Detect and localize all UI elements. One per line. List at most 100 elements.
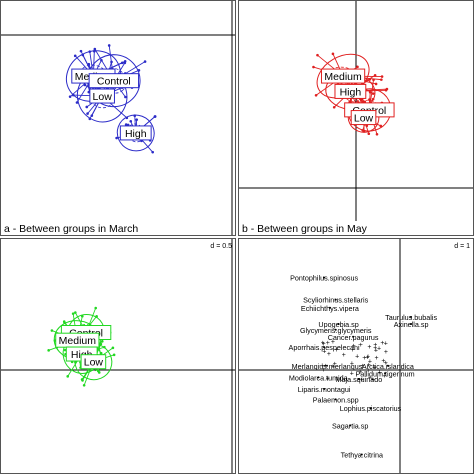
species-point-mark: + (322, 348, 326, 355)
species-label: Lophius.piscatorius (340, 404, 402, 413)
panel-caption: a - Between groups in March (4, 223, 138, 235)
sample-point (124, 123, 128, 126)
sample-point (99, 342, 103, 346)
sample-point (93, 49, 96, 53)
species-point-mark: + (331, 339, 335, 346)
species-point (386, 364, 389, 367)
species-point-mark: + (368, 374, 372, 381)
sample-point (62, 320, 66, 323)
species-label: Upogebia.sp (318, 320, 358, 329)
species-label: Cancer.pagurus (328, 333, 379, 342)
species-point-mark: + (360, 363, 364, 370)
sample-point (74, 311, 77, 314)
sample-point (356, 65, 359, 69)
species-point (360, 453, 363, 456)
sample-point (95, 315, 98, 318)
sample-point (385, 87, 389, 91)
caption-bg (1, 221, 157, 235)
species-point-mark: + (321, 340, 325, 347)
group-label-box (119, 125, 152, 141)
sample-point (94, 306, 98, 310)
sample-point (110, 60, 113, 64)
caption-bg (239, 221, 395, 235)
sample-point (68, 95, 72, 98)
species-point (334, 298, 337, 301)
sample-point (332, 105, 336, 109)
species-point (349, 424, 352, 427)
species-point-mark: + (368, 358, 372, 365)
species-point (328, 306, 331, 309)
species-point-mark: + (365, 354, 369, 361)
panel-caption: b - Between groups in May (242, 223, 368, 235)
panel-d: d = 1 Pontophilus.spinosus Scyliorhinus.st… (238, 238, 474, 474)
species-point-mark: + (380, 340, 384, 347)
species-point-mark: + (352, 343, 356, 350)
species-label: Maja.squinado (336, 375, 383, 384)
species-point-mark: + (355, 353, 359, 360)
species-point-mark: + (320, 363, 324, 370)
panel-frame (0, 238, 236, 474)
sample-point (367, 132, 371, 136)
sample-point (100, 340, 104, 343)
sample-point (83, 83, 87, 87)
sample-point (93, 47, 97, 51)
species-label: Sagartia.sp (332, 422, 368, 431)
species-point (323, 276, 326, 279)
species-point-mark: + (372, 364, 376, 371)
sample-point (71, 312, 75, 315)
species-point (369, 407, 372, 410)
species-point (323, 387, 326, 390)
sample-point (368, 78, 372, 81)
species-point (317, 376, 320, 379)
species-label: Glycymeris.glycymeris (300, 326, 372, 335)
panel-frame (0, 0, 236, 236)
sample-point (115, 136, 118, 140)
species-label: Palaemon.spp (313, 395, 359, 404)
sample-point (371, 97, 375, 101)
sample-point (81, 379, 84, 382)
species-point-mark: + (350, 360, 354, 367)
sample-point (143, 60, 147, 63)
group-label: High (340, 86, 362, 98)
sample-point (79, 49, 83, 53)
sample-point (71, 93, 75, 97)
species-point-mark: + (351, 347, 355, 354)
sample-point (129, 119, 133, 123)
group-ellipse (116, 114, 155, 152)
species-point (352, 335, 355, 338)
sample-point (81, 53, 85, 57)
species-point-mark: + (377, 346, 381, 353)
group-label: Low (93, 91, 113, 103)
panel-a: MediumControlLowHigha - Between groups i… (0, 0, 236, 236)
species-point-mark: + (375, 355, 379, 362)
species-point-mark: + (362, 355, 366, 362)
species-point (410, 323, 413, 325)
sample-point (82, 383, 86, 387)
species-point-mark: + (366, 367, 370, 374)
sample-point (368, 90, 372, 94)
sample-point (374, 82, 378, 86)
sample-point (368, 98, 371, 101)
sample-point (137, 69, 141, 72)
species-point-mark: + (367, 344, 371, 351)
species-point-mark: + (374, 348, 378, 355)
species-point (323, 346, 326, 349)
species-point (410, 316, 413, 319)
group-label: Low (84, 357, 104, 369)
species-label: Arctica.islandica (362, 362, 414, 371)
sample-point (380, 78, 383, 81)
group-label-box (320, 68, 366, 84)
species-point (334, 328, 337, 331)
sample-point (135, 118, 139, 121)
sample-point (80, 314, 84, 318)
species-point-mark: + (335, 347, 339, 354)
sample-point (372, 78, 375, 82)
sample-point (312, 65, 315, 69)
sample-point (380, 75, 384, 78)
group-label-box (350, 110, 377, 126)
sample-point (112, 353, 116, 357)
species-point-mark: + (342, 352, 346, 359)
species-label: Taurulus.bubalis (385, 313, 437, 322)
sample-point (85, 105, 89, 109)
species-point (326, 364, 328, 367)
